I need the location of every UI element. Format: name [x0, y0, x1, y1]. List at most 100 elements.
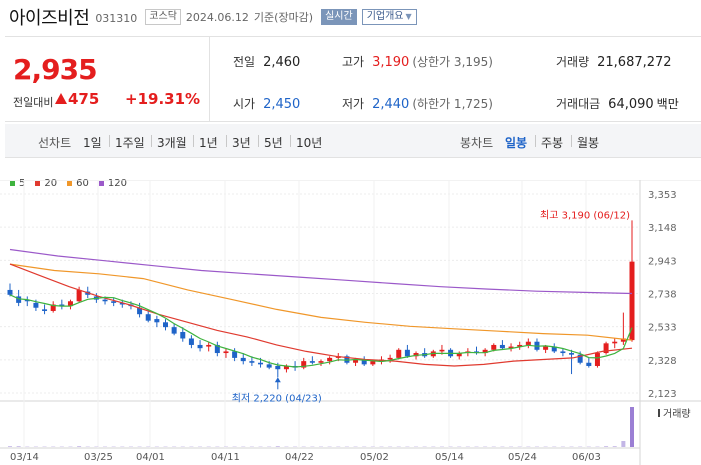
- legend-label: 60: [76, 178, 89, 189]
- period-5y[interactable]: 5년: [264, 136, 283, 150]
- market-badge: 코스닥: [145, 9, 181, 25]
- volume-bar: [612, 446, 617, 447]
- period-3y[interactable]: 3년: [232, 136, 251, 150]
- candle-body: [586, 362, 592, 366]
- stock-code: 031310: [95, 12, 138, 25]
- chart-legend: 5 20 60 120: [10, 178, 127, 189]
- quote-panel: 2,935 전일대비 475 +19.31% 전일 2,460 고가 3,190 (상…: [5, 36, 701, 122]
- legend-label: 5: [19, 178, 26, 189]
- divider: [226, 135, 227, 147]
- high-label: 고가: [342, 55, 365, 69]
- y-tick-label: 3,148: [648, 223, 677, 234]
- candle-body: [180, 332, 186, 339]
- candle-body: [499, 344, 505, 349]
- x-tick-label: 04/22: [285, 452, 314, 463]
- candle-body: [188, 338, 194, 345]
- candle-body: [67, 301, 73, 307]
- x-tick-label: 04/11: [211, 452, 240, 463]
- candle-weekly[interactable]: 주봉: [541, 136, 564, 150]
- candle-body: [387, 357, 393, 360]
- candle-body: [111, 301, 117, 303]
- legend-ma120[interactable]: 120: [98, 178, 127, 189]
- x-tick-label: 03/14: [10, 452, 39, 463]
- candle-body: [344, 356, 350, 363]
- candle-body: [163, 322, 168, 328]
- candle-body: [59, 304, 65, 307]
- x-tick-label: 05/24: [508, 452, 537, 463]
- lower-limit: (하한가 1,725): [412, 97, 493, 111]
- legend-ma60[interactable]: 60: [67, 178, 89, 189]
- volume-value: 21,687,272: [597, 55, 672, 70]
- divider: [535, 135, 536, 147]
- candle-body: [569, 353, 575, 355]
- volume-label: 거래량: [556, 55, 590, 69]
- chart-area[interactable]: 3,353 3,148 2,943 2,738 2,533 2,328 2,123 03/14…: [0, 179, 701, 465]
- candle-body: [145, 314, 151, 321]
- candle-body: [214, 344, 220, 354]
- stock-name: 아이즈비전: [9, 8, 90, 29]
- upper-limit: (상한가 3,195): [412, 55, 493, 69]
- candle-body: [353, 359, 359, 363]
- period-1y[interactable]: 1년: [199, 136, 218, 150]
- candle-body: [612, 341, 618, 344]
- candle-body: [16, 296, 22, 303]
- x-tick-label: 04/01: [136, 452, 165, 463]
- company-overview-dropdown[interactable]: 기업개요 ▼: [361, 9, 417, 25]
- y-tick-label: 2,943: [648, 256, 677, 267]
- period-1w[interactable]: 1주일: [115, 136, 145, 150]
- candle-body: [361, 359, 367, 365]
- realtime-button[interactable]: 실시간: [321, 9, 357, 25]
- candle-monthly[interactable]: 월봉: [577, 136, 600, 150]
- legend-swatch: [35, 181, 41, 186]
- candle-body: [560, 351, 566, 354]
- volume-bar: [621, 441, 626, 447]
- divider: [109, 135, 110, 147]
- volume-bar: [16, 446, 21, 447]
- high-annotation: 최고 3,190 (06/12): [540, 209, 630, 221]
- candle-body: [232, 351, 238, 358]
- volume-bar: [604, 446, 609, 447]
- candle-chart-label: 봉차트: [460, 136, 494, 150]
- candle-body: [119, 302, 125, 305]
- period-3m[interactable]: 3개월: [157, 136, 187, 150]
- legend-label: 20: [44, 178, 58, 189]
- volume-label: 거래량: [663, 408, 691, 420]
- volume-bar: [8, 446, 12, 447]
- candle-body: [439, 349, 445, 352]
- candle-body: [266, 364, 272, 368]
- divider: [571, 135, 572, 147]
- legend-ma20[interactable]: 20: [35, 178, 57, 189]
- candle-body: [413, 353, 419, 357]
- candle-body: [327, 357, 333, 362]
- candle-body: [223, 351, 229, 354]
- amount-value: 64,090: [608, 97, 654, 112]
- trade-amount: 거래대금 64,090 백만: [556, 95, 679, 112]
- candle-body: [33, 302, 39, 308]
- period-10y[interactable]: 10년: [296, 136, 323, 150]
- low-arrow-head: [274, 377, 281, 383]
- open-price: 시가 2,450: [233, 95, 300, 112]
- candle-body: [240, 357, 246, 362]
- amount-label: 거래대금: [556, 97, 601, 111]
- current-price: 2,935: [13, 53, 98, 86]
- volume-bar: [630, 407, 634, 447]
- candle-body: [206, 344, 212, 347]
- ma60-line: [9, 263, 633, 341]
- candle-body: [482, 349, 488, 354]
- candle-body: [577, 354, 583, 363]
- price-change: 475: [55, 90, 99, 108]
- x-tick-label: 06/03: [572, 452, 601, 463]
- candle-body: [42, 309, 48, 311]
- candle-body: [301, 361, 307, 368]
- legend-ma5[interactable]: 5: [10, 178, 25, 189]
- candle-body: [249, 361, 255, 363]
- candle-daily[interactable]: 일봉: [505, 136, 528, 150]
- price-box: 2,935 전일대비 475 +19.31%: [5, 37, 210, 121]
- high-value: 3,190: [372, 55, 410, 70]
- period-1d[interactable]: 1일: [83, 136, 102, 150]
- candle-body: [404, 349, 410, 357]
- price-chart[interactable]: 3,353 3,148 2,943 2,738 2,533 2,328 2,123 03/14…: [0, 179, 701, 465]
- low-price: 저가 2,440 (하한가 1,725): [342, 95, 493, 112]
- divider: [151, 135, 152, 147]
- candle-body: [508, 346, 514, 349]
